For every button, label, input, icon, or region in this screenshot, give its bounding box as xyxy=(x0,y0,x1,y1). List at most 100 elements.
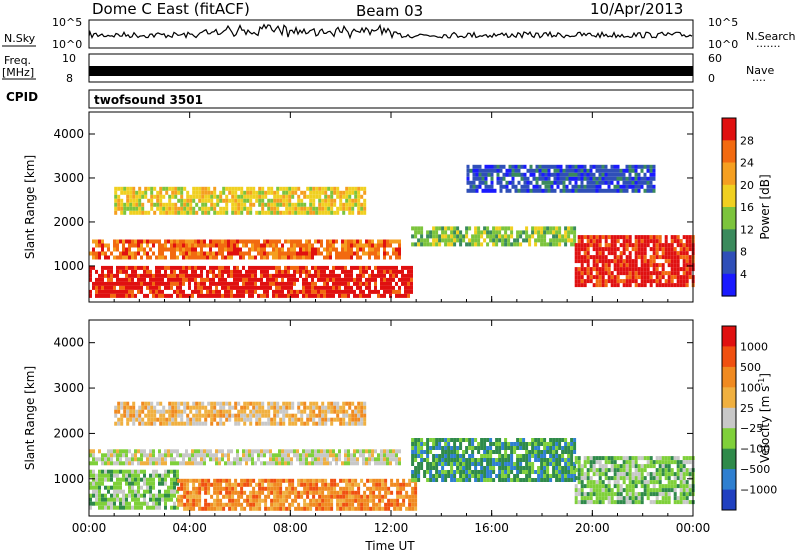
data-cell xyxy=(342,486,346,491)
data-cell xyxy=(128,461,131,466)
data-cell xyxy=(126,206,130,211)
data-cell xyxy=(264,506,268,511)
data-cell xyxy=(159,202,163,207)
data-cell xyxy=(453,470,457,474)
data-cell xyxy=(583,255,587,260)
data-cell xyxy=(284,453,287,458)
data-cell xyxy=(380,457,383,462)
data-cell xyxy=(146,453,149,458)
data-cell xyxy=(149,247,152,252)
data-cell xyxy=(135,202,139,207)
data-cell xyxy=(123,190,127,195)
data-cell xyxy=(143,497,146,502)
data-cell xyxy=(227,243,230,248)
data-cell xyxy=(552,470,556,474)
data-cell xyxy=(194,247,197,252)
data-cell xyxy=(134,473,137,478)
data-cell xyxy=(192,506,196,511)
data-cell xyxy=(534,238,538,243)
data-cell xyxy=(589,184,593,189)
data-cell xyxy=(171,186,175,191)
data-cell xyxy=(489,234,493,239)
data-cell xyxy=(107,457,110,462)
data-cell xyxy=(170,247,173,252)
data-cell xyxy=(534,230,538,235)
data-cell xyxy=(667,263,671,268)
data-cell xyxy=(631,184,635,189)
data-cell xyxy=(189,494,193,499)
data-cell xyxy=(598,492,602,497)
data-cell xyxy=(227,293,230,298)
data-cell xyxy=(171,194,175,199)
data-cell xyxy=(317,285,320,290)
data-cell xyxy=(230,273,233,278)
data-cell xyxy=(312,494,316,499)
data-cell xyxy=(667,255,671,260)
data-cell xyxy=(459,242,463,247)
data-cell xyxy=(411,454,415,458)
data-cell xyxy=(125,477,128,482)
data-cell xyxy=(300,478,304,483)
data-cell xyxy=(119,255,122,260)
data-cell xyxy=(240,494,244,499)
data-cell xyxy=(398,289,401,294)
data-cell xyxy=(95,239,98,244)
data-cell xyxy=(224,269,227,274)
data-cell xyxy=(128,239,131,244)
data-cell xyxy=(225,409,229,414)
data-cell xyxy=(550,180,554,185)
data-cell xyxy=(200,289,203,294)
data-cell xyxy=(543,446,547,450)
data-cell xyxy=(573,446,577,450)
data-cell xyxy=(339,498,343,503)
data-cell xyxy=(357,194,361,199)
data-cell xyxy=(314,239,317,244)
data-cell xyxy=(219,506,223,511)
data-cell xyxy=(598,476,602,481)
data-cell xyxy=(125,501,128,506)
data-cell xyxy=(288,198,292,203)
data-cell xyxy=(269,453,272,458)
data-cell xyxy=(673,476,677,481)
data-cell xyxy=(541,180,545,185)
data-cell xyxy=(667,472,671,477)
data-cell xyxy=(368,251,371,256)
data-cell xyxy=(619,235,623,240)
data-cell xyxy=(270,502,274,507)
data-cell xyxy=(592,255,596,260)
data-cell xyxy=(435,234,439,239)
data-cell xyxy=(471,474,475,478)
data-cell xyxy=(570,446,574,450)
data-cell xyxy=(291,194,295,199)
data-cell xyxy=(420,438,424,442)
data-cell xyxy=(170,497,173,502)
data-cell xyxy=(607,484,611,489)
data-cell xyxy=(347,269,350,274)
data-cell xyxy=(469,188,473,193)
data-cell xyxy=(126,198,130,203)
data-cell xyxy=(507,442,511,446)
data-cell xyxy=(312,210,316,215)
data-cell xyxy=(583,492,587,497)
data-cell xyxy=(652,464,656,469)
data-cell xyxy=(649,500,653,505)
data-cell xyxy=(155,461,158,466)
data-cell xyxy=(486,462,490,466)
data-cell xyxy=(688,239,692,244)
data-cell xyxy=(628,468,632,473)
data-cell xyxy=(183,206,187,211)
data-cell xyxy=(245,243,248,248)
data-cell xyxy=(381,486,385,491)
data-cell xyxy=(640,247,644,252)
data-cell xyxy=(481,168,485,173)
data-cell xyxy=(348,186,352,191)
data-cell xyxy=(465,446,469,450)
data-cell xyxy=(432,474,436,478)
data-cell xyxy=(155,505,158,510)
data-cell xyxy=(131,457,134,462)
data-cell xyxy=(513,238,517,243)
data-cell xyxy=(234,206,238,211)
data-cell xyxy=(231,198,235,203)
data-cell xyxy=(333,494,337,499)
data-cell xyxy=(275,251,278,256)
